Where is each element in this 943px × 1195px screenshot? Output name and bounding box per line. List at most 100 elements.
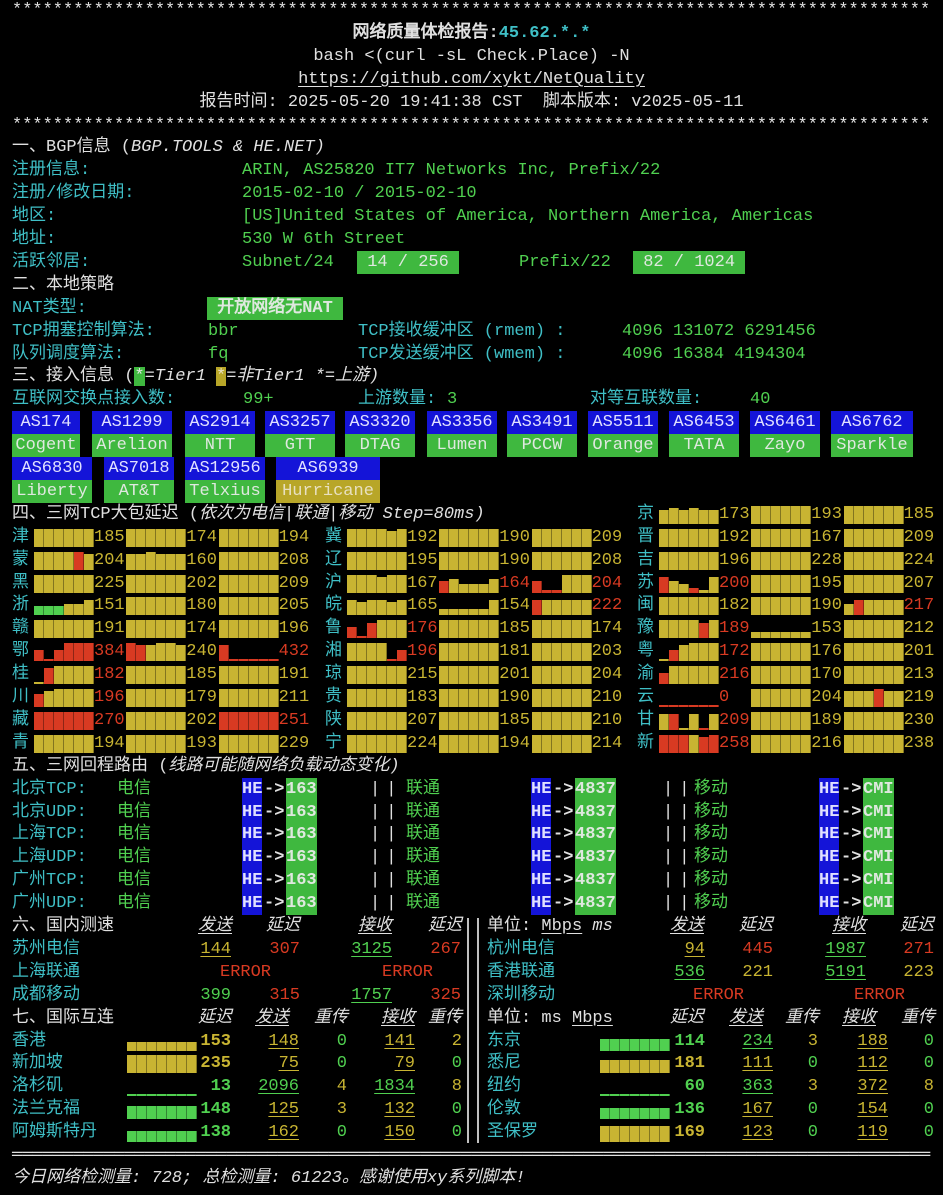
latency-value: 216 xyxy=(811,733,842,753)
latency-bar xyxy=(34,620,94,639)
latency-bar xyxy=(218,597,279,616)
bar-cell xyxy=(689,714,699,730)
latency-bar xyxy=(659,528,719,547)
route-isp: 联通 xyxy=(406,871,440,891)
bar-cell xyxy=(771,643,782,662)
latency-value: 214 xyxy=(591,733,623,753)
latency-bar xyxy=(659,551,719,570)
intl-node: 香港 xyxy=(12,1031,46,1051)
intl-value: 132 xyxy=(384,1100,415,1120)
intl-latency-bar xyxy=(127,1033,197,1051)
bar-cell xyxy=(459,551,470,570)
bar-cell xyxy=(34,734,44,753)
bar-cell xyxy=(357,643,367,662)
bar-cell xyxy=(238,689,249,707)
star-rule: ****************************************… xyxy=(12,115,931,135)
route-isp: 联通 xyxy=(406,825,440,845)
as-number: AS2914 xyxy=(185,411,255,435)
latency-value: 258 xyxy=(719,733,750,753)
latency-value: 190 xyxy=(499,527,530,547)
bar-cell xyxy=(218,711,229,730)
bar-cell xyxy=(843,551,854,570)
bar-cell xyxy=(228,666,239,685)
latency-bar xyxy=(843,666,904,685)
bar-cell xyxy=(238,597,249,616)
bar-cell xyxy=(147,1041,157,1051)
bar-cell xyxy=(669,597,679,616)
line: 单位: Mbps ms xyxy=(487,915,613,938)
bar-cell xyxy=(709,576,719,593)
bar-cell xyxy=(357,636,367,639)
bar-cell xyxy=(863,551,874,570)
bar-cell xyxy=(449,579,460,593)
latency-bar xyxy=(347,551,407,570)
latency-value: 205 xyxy=(278,596,310,616)
nat-badge: 开放网络无NAT xyxy=(207,296,344,320)
route-to: 163 xyxy=(286,892,317,916)
bar-cell xyxy=(699,528,709,547)
route-to: 163 xyxy=(286,846,317,870)
bar-cell xyxy=(397,689,407,707)
intl-latency-bar xyxy=(127,1078,197,1097)
bar-cell xyxy=(439,689,450,707)
line: 四、三网TCP大包延迟 (依次为电信|联通|移动 Step=80ms) xyxy=(12,503,485,526)
bar-cell xyxy=(489,666,500,685)
bar-cell xyxy=(449,711,460,730)
intl-node: 东京 xyxy=(487,1031,521,1051)
route-isp: 移动 xyxy=(694,779,728,799)
bar-cell xyxy=(228,658,239,662)
route-arrow: -> xyxy=(264,825,285,845)
bar-cell xyxy=(479,643,490,662)
bar-cell xyxy=(258,711,269,730)
field-label: 队列调度算法: xyxy=(12,344,125,364)
province-label: 甘 xyxy=(637,710,654,730)
bar-cell xyxy=(893,691,904,707)
bar-cell xyxy=(449,643,460,662)
repo-link[interactable]: https://github.com/xykt/NetQuality xyxy=(298,69,645,89)
bar-cell xyxy=(228,574,239,593)
intl-value: 0 xyxy=(451,1123,462,1143)
column-header: 重传 xyxy=(785,1008,819,1028)
bar-cell xyxy=(166,666,177,685)
bar-cell xyxy=(699,510,709,524)
as-name: Telxius xyxy=(185,479,265,503)
bar-cell xyxy=(801,551,812,570)
bar-cell xyxy=(893,620,904,639)
bar-cell xyxy=(367,551,377,570)
bar-cell xyxy=(84,734,94,753)
route-arrow: -> xyxy=(264,894,285,914)
as-name: Orange xyxy=(588,434,658,458)
route-isp: 电信 xyxy=(117,871,151,891)
bar-cell xyxy=(843,528,854,547)
route-label: 北京UDP: xyxy=(12,802,87,822)
bar-cell xyxy=(136,734,147,753)
bar-cell xyxy=(228,597,239,616)
intl-value: 2096 xyxy=(258,1077,299,1097)
bar-cell xyxy=(439,608,450,616)
line: 三、接入信息 (*=Tier1 *=非Tier1 *=上游) xyxy=(12,365,379,388)
latency-bar xyxy=(347,574,407,593)
intl-value: 148 xyxy=(200,1100,231,1120)
latency-bar xyxy=(843,711,904,730)
route-to: 163 xyxy=(286,869,317,893)
as-name: NTT xyxy=(185,434,255,458)
as-name: GTT xyxy=(265,434,335,458)
province-label: 陕 xyxy=(325,710,342,730)
route-isp: 联通 xyxy=(406,779,440,799)
field-label: NAT类型: xyxy=(12,298,87,318)
latency-value: 196 xyxy=(94,688,125,707)
latency-value: 191 xyxy=(94,619,125,639)
latency-bar xyxy=(347,689,407,707)
bar-cell xyxy=(136,553,147,570)
intl-value: 141 xyxy=(384,1031,415,1051)
route-to: CMI xyxy=(863,823,894,847)
line: 报告时间: 2025-05-20 19:41:38 CST 脚本版本: v202… xyxy=(0,91,943,114)
bar-cell xyxy=(44,620,54,639)
bar-cell xyxy=(551,528,562,547)
star-rule: ****************************************… xyxy=(12,1,931,20)
bar-cell xyxy=(650,1059,660,1074)
latency-value: 219 xyxy=(903,688,935,707)
route-arrow: -> xyxy=(841,871,862,891)
divider xyxy=(467,918,469,1143)
route-label: 上海TCP: xyxy=(12,825,87,845)
